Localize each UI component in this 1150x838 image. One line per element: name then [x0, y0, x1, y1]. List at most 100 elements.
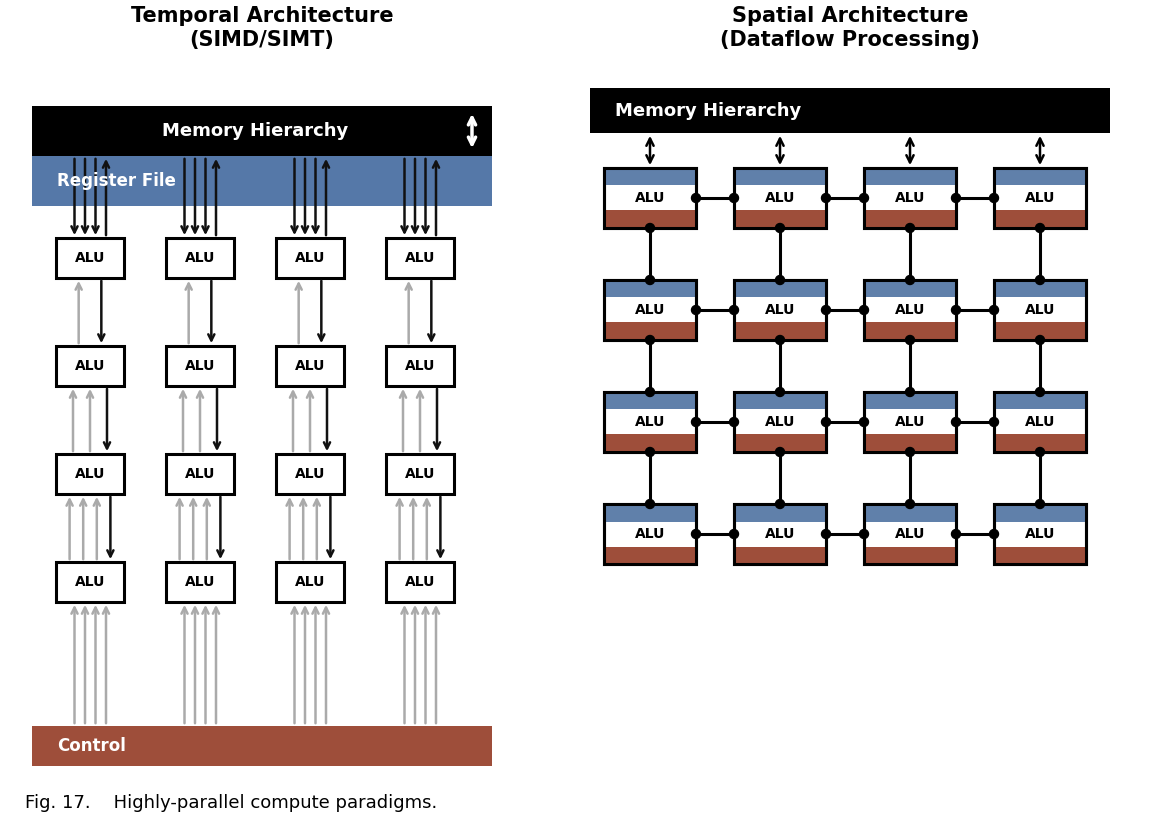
- Text: ALU: ALU: [765, 527, 795, 541]
- Bar: [734, 168, 826, 185]
- Circle shape: [989, 306, 998, 314]
- Bar: [864, 168, 956, 228]
- Circle shape: [1035, 447, 1044, 457]
- Text: Temporal Architecture
(SIMD/SIMT): Temporal Architecture (SIMD/SIMT): [131, 6, 393, 50]
- Bar: [994, 504, 1086, 521]
- Bar: [604, 280, 696, 340]
- Bar: [56, 346, 124, 386]
- Text: Control: Control: [58, 737, 125, 755]
- Bar: [994, 546, 1086, 564]
- Circle shape: [821, 417, 830, 427]
- Bar: [734, 392, 826, 452]
- Bar: [864, 210, 956, 228]
- Bar: [604, 546, 696, 564]
- Text: ALU: ALU: [765, 415, 795, 429]
- Circle shape: [859, 194, 868, 203]
- Bar: [386, 562, 454, 602]
- Bar: [734, 392, 826, 452]
- Bar: [604, 168, 696, 185]
- Bar: [994, 323, 1086, 340]
- Circle shape: [645, 447, 654, 457]
- Circle shape: [951, 530, 960, 539]
- Text: Fig. 17.    Highly-parallel compute paradigms.: Fig. 17. Highly-parallel compute paradig…: [25, 794, 437, 812]
- Text: ALU: ALU: [294, 251, 325, 265]
- Circle shape: [951, 417, 960, 427]
- Bar: [994, 280, 1086, 340]
- Circle shape: [905, 224, 914, 232]
- Text: ALU: ALU: [765, 191, 795, 205]
- Text: Register File: Register File: [58, 172, 176, 190]
- Circle shape: [905, 447, 914, 457]
- Text: ALU: ALU: [294, 575, 325, 589]
- Circle shape: [729, 194, 738, 203]
- Text: ALU: ALU: [405, 359, 435, 373]
- Bar: [864, 323, 956, 340]
- Circle shape: [951, 194, 960, 203]
- Bar: [386, 346, 454, 386]
- Circle shape: [645, 335, 654, 344]
- Circle shape: [1035, 335, 1044, 344]
- Text: ALU: ALU: [185, 575, 215, 589]
- Bar: [864, 280, 956, 340]
- Text: Spatial Architecture
(Dataflow Processing): Spatial Architecture (Dataflow Processin…: [720, 6, 980, 50]
- Bar: [734, 168, 826, 228]
- Bar: [994, 168, 1086, 185]
- Bar: [386, 454, 454, 494]
- Circle shape: [821, 306, 830, 314]
- Bar: [166, 238, 233, 278]
- Text: ALU: ALU: [895, 415, 926, 429]
- Bar: [32, 156, 492, 206]
- Bar: [604, 504, 696, 564]
- Bar: [734, 504, 826, 564]
- Circle shape: [821, 194, 830, 203]
- Circle shape: [729, 530, 738, 539]
- Text: ALU: ALU: [185, 359, 215, 373]
- Circle shape: [775, 224, 784, 232]
- Bar: [604, 504, 696, 521]
- Circle shape: [645, 224, 654, 232]
- Text: ALU: ALU: [75, 359, 105, 373]
- Bar: [864, 504, 956, 564]
- Text: ALU: ALU: [895, 527, 926, 541]
- Circle shape: [905, 335, 914, 344]
- Text: ALU: ALU: [405, 467, 435, 481]
- Bar: [604, 168, 696, 228]
- Circle shape: [1035, 499, 1044, 509]
- Bar: [734, 434, 826, 452]
- Text: ALU: ALU: [75, 251, 105, 265]
- Bar: [276, 562, 344, 602]
- Circle shape: [645, 499, 654, 509]
- Bar: [276, 454, 344, 494]
- Bar: [994, 434, 1086, 452]
- Text: ALU: ALU: [405, 575, 435, 589]
- Text: ALU: ALU: [185, 251, 215, 265]
- Bar: [864, 168, 956, 185]
- Bar: [864, 392, 956, 452]
- Circle shape: [775, 499, 784, 509]
- Bar: [994, 168, 1086, 228]
- Circle shape: [989, 530, 998, 539]
- Bar: [276, 346, 344, 386]
- Circle shape: [645, 276, 654, 284]
- Bar: [994, 210, 1086, 228]
- Circle shape: [859, 530, 868, 539]
- Bar: [604, 323, 696, 340]
- Bar: [56, 562, 124, 602]
- Bar: [734, 546, 826, 564]
- Bar: [32, 726, 492, 766]
- Circle shape: [645, 387, 654, 396]
- Bar: [734, 323, 826, 340]
- Bar: [604, 392, 696, 452]
- Bar: [994, 280, 1086, 340]
- Bar: [734, 280, 826, 340]
- Bar: [604, 280, 696, 340]
- Text: ALU: ALU: [185, 467, 215, 481]
- Text: ALU: ALU: [1025, 415, 1056, 429]
- Bar: [590, 88, 1110, 133]
- Bar: [604, 280, 696, 297]
- Text: ALU: ALU: [1025, 303, 1056, 317]
- Text: ALU: ALU: [75, 467, 105, 481]
- Text: ALU: ALU: [635, 303, 665, 317]
- Circle shape: [1035, 276, 1044, 284]
- Bar: [864, 168, 956, 228]
